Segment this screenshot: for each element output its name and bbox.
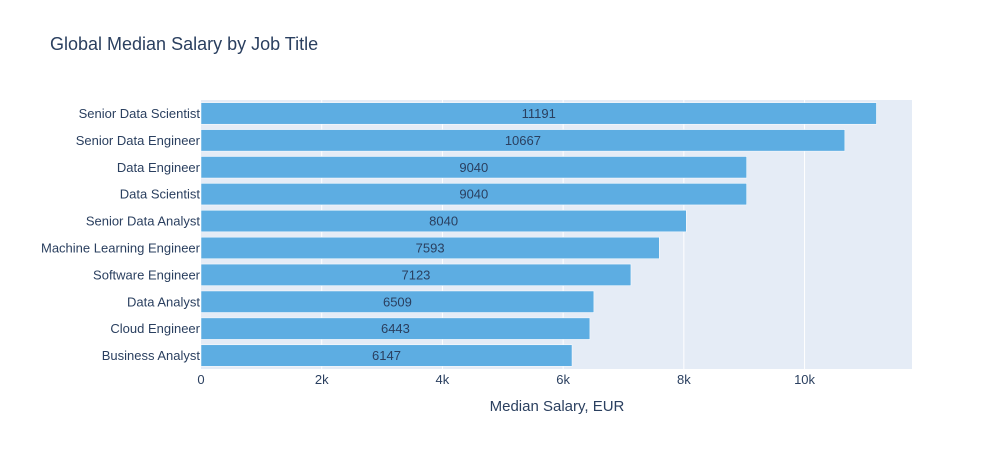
bar xyxy=(200,102,877,125)
bar xyxy=(200,210,687,233)
x-axis-ticks: 0 2k 4k 6k 8k 10k xyxy=(197,372,815,387)
bar-value-label: 6443 xyxy=(381,321,410,336)
bar xyxy=(200,156,747,179)
bar xyxy=(200,344,573,367)
x-tick-label: 10k xyxy=(794,372,815,387)
bar-value-label: 7123 xyxy=(401,267,430,282)
y-tick-label: Business Analyst xyxy=(102,348,201,363)
bar xyxy=(200,236,660,259)
bar-value-label: 7593 xyxy=(416,240,445,255)
y-tick-label: Machine Learning Engineer xyxy=(41,240,201,255)
x-tick-label: 8k xyxy=(677,372,691,387)
bar-value-label: 10667 xyxy=(505,133,541,148)
bar-labels: 1119110667904090408040759371236509644361… xyxy=(372,106,556,363)
y-tick-label: Software Engineer xyxy=(93,267,201,282)
y-tick-label: Senior Data Engineer xyxy=(76,133,201,148)
bar xyxy=(200,263,632,286)
x-tick-label: 4k xyxy=(436,372,450,387)
bar xyxy=(200,183,747,206)
x-tick-label: 6k xyxy=(556,372,570,387)
x-tick-label: 2k xyxy=(315,372,329,387)
bar-value-label: 8040 xyxy=(429,214,458,229)
y-tick-label: Data Engineer xyxy=(117,160,201,175)
y-tick-label: Data Scientist xyxy=(120,187,201,202)
bar-value-label: 6509 xyxy=(383,294,412,309)
bar-value-label: 9040 xyxy=(459,187,488,202)
bar xyxy=(200,317,591,340)
y-axis-ticks: Senior Data Scientist Senior Data Enginee… xyxy=(41,106,201,363)
bar xyxy=(200,129,846,152)
x-tick-label: 0 xyxy=(197,372,204,387)
bar-value-label: 6147 xyxy=(372,348,401,363)
y-tick-label: Senior Data Scientist xyxy=(79,106,201,121)
y-tick-label: Cloud Engineer xyxy=(110,321,200,336)
bars xyxy=(200,102,877,367)
x-axis-title: Median Salary, EUR xyxy=(490,398,625,415)
bar xyxy=(200,290,595,313)
bar-value-label: 11191 xyxy=(522,106,556,121)
bar-value-label: 9040 xyxy=(459,160,488,175)
y-tick-label: Senior Data Analyst xyxy=(86,214,201,229)
chart-title: Global Median Salary by Job Title xyxy=(50,34,318,54)
y-tick-label: Data Analyst xyxy=(127,294,200,309)
